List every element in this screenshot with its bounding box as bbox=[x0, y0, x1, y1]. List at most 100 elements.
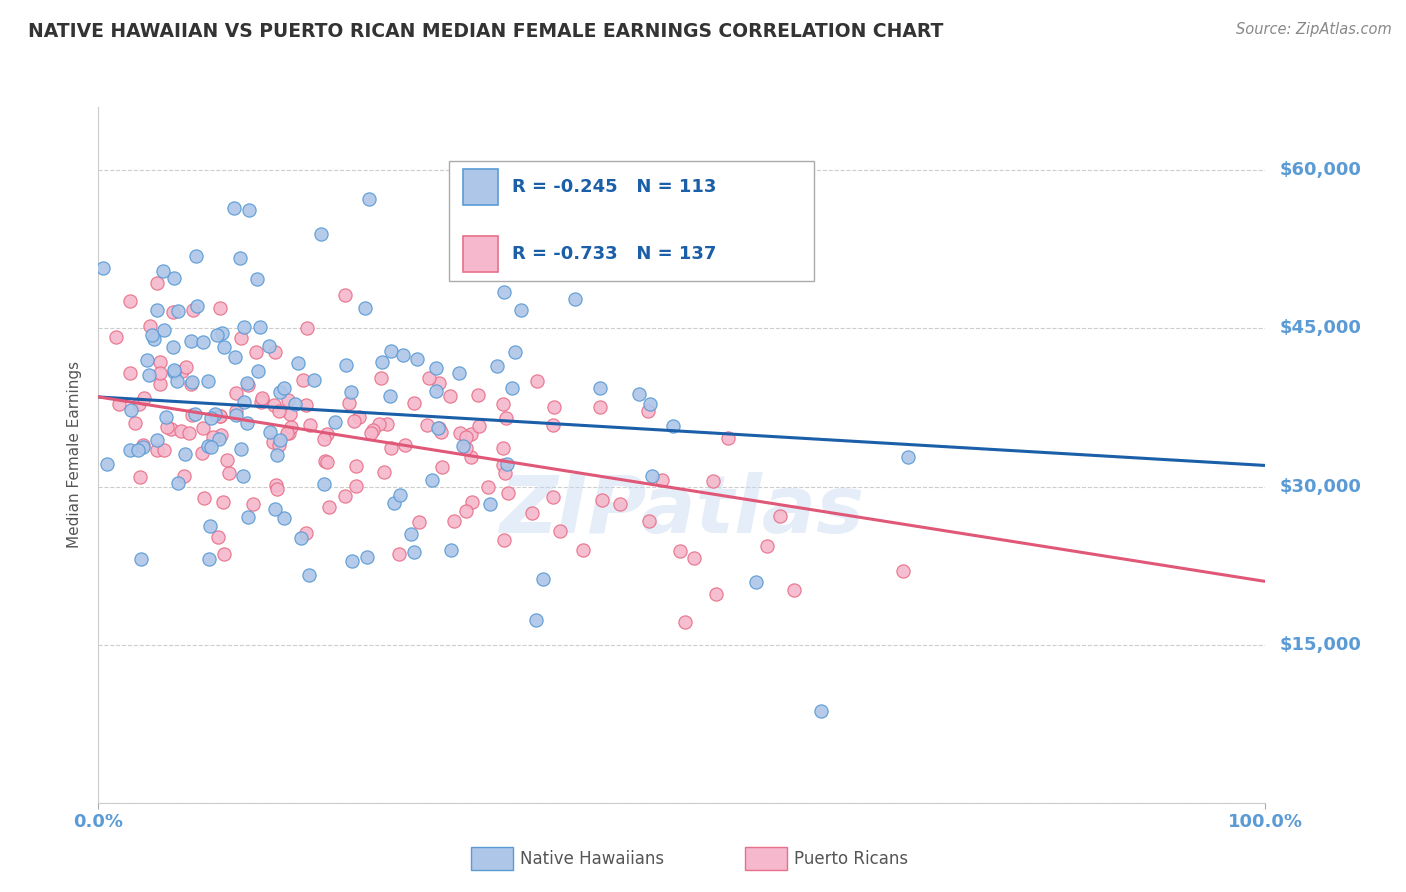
Point bbox=[120, 402, 142, 417]
Point bbox=[153, 323, 176, 337]
Point bbox=[225, 403, 247, 417]
Point bbox=[609, 497, 631, 511]
Point bbox=[315, 427, 337, 442]
Point bbox=[132, 438, 155, 452]
Point bbox=[174, 447, 197, 461]
Point bbox=[427, 421, 450, 435]
Point bbox=[263, 502, 285, 516]
Point bbox=[273, 381, 295, 395]
Point bbox=[193, 421, 215, 435]
Point bbox=[166, 304, 188, 318]
Point bbox=[468, 418, 491, 433]
Point bbox=[145, 303, 167, 318]
Point bbox=[314, 433, 336, 447]
Point bbox=[135, 353, 157, 368]
Text: Native Hawaiians: Native Hawaiians bbox=[520, 849, 665, 868]
Point bbox=[129, 551, 152, 566]
Point bbox=[108, 397, 131, 411]
Point bbox=[153, 443, 176, 458]
Point bbox=[744, 574, 766, 589]
Point bbox=[418, 371, 440, 385]
Point bbox=[269, 434, 291, 448]
Point bbox=[486, 359, 509, 373]
Point bbox=[408, 515, 430, 529]
Point bbox=[263, 398, 285, 412]
Point bbox=[427, 421, 450, 435]
Point bbox=[662, 418, 685, 433]
Point bbox=[756, 539, 779, 553]
Point bbox=[259, 425, 281, 440]
Point bbox=[262, 434, 284, 449]
Point bbox=[273, 511, 295, 525]
Point bbox=[180, 376, 202, 391]
Point bbox=[184, 250, 207, 264]
Point bbox=[496, 485, 519, 500]
Point bbox=[342, 554, 364, 568]
Point bbox=[443, 514, 465, 528]
Point bbox=[491, 441, 513, 455]
Point bbox=[186, 299, 208, 313]
Point bbox=[252, 392, 274, 407]
Point bbox=[425, 384, 447, 398]
Point bbox=[277, 425, 299, 440]
Point bbox=[769, 509, 792, 524]
Point bbox=[627, 387, 650, 401]
Point bbox=[292, 373, 315, 387]
Point bbox=[541, 490, 564, 504]
Point bbox=[384, 496, 406, 510]
Point bbox=[236, 377, 259, 392]
Point bbox=[155, 409, 177, 424]
Point bbox=[298, 418, 321, 433]
Point bbox=[225, 385, 247, 400]
Point bbox=[304, 373, 326, 387]
Point bbox=[491, 397, 513, 411]
Point bbox=[146, 443, 169, 458]
Point bbox=[229, 442, 252, 457]
Text: Source: ZipAtlas.com: Source: ZipAtlas.com bbox=[1236, 22, 1392, 37]
Point bbox=[148, 376, 170, 391]
Point bbox=[236, 376, 259, 391]
Point bbox=[467, 388, 489, 402]
Point bbox=[460, 450, 482, 465]
Point bbox=[166, 374, 188, 388]
Point bbox=[197, 552, 219, 566]
Point bbox=[118, 442, 141, 457]
Point bbox=[229, 331, 252, 345]
Point bbox=[250, 395, 273, 409]
Point bbox=[200, 518, 222, 533]
Point bbox=[524, 613, 547, 627]
Point bbox=[269, 384, 291, 399]
Point bbox=[425, 360, 447, 375]
Point bbox=[388, 547, 411, 561]
Point bbox=[232, 394, 254, 409]
Point bbox=[277, 393, 299, 408]
Point bbox=[138, 368, 160, 382]
Point bbox=[543, 418, 565, 433]
Point bbox=[229, 252, 252, 266]
Point bbox=[205, 328, 228, 343]
Point bbox=[174, 359, 197, 374]
Point bbox=[118, 294, 141, 309]
Point bbox=[429, 376, 451, 390]
Point bbox=[215, 452, 238, 467]
Text: $30,000: $30,000 bbox=[1279, 477, 1361, 496]
Point bbox=[214, 547, 236, 561]
Point bbox=[491, 458, 513, 473]
Point bbox=[456, 441, 478, 455]
Point bbox=[204, 407, 226, 421]
Point bbox=[640, 397, 662, 411]
Point bbox=[156, 420, 179, 434]
Point bbox=[388, 487, 411, 501]
Point bbox=[232, 468, 254, 483]
Point bbox=[588, 400, 610, 414]
Point bbox=[548, 524, 571, 538]
Point bbox=[591, 492, 613, 507]
Point bbox=[284, 397, 307, 411]
Point bbox=[503, 344, 526, 359]
Point bbox=[416, 417, 439, 432]
Point bbox=[335, 358, 357, 372]
Point bbox=[420, 473, 443, 487]
Point bbox=[494, 466, 516, 480]
Point bbox=[340, 385, 363, 400]
Y-axis label: Median Female Earnings: Median Female Earnings bbox=[67, 361, 83, 549]
